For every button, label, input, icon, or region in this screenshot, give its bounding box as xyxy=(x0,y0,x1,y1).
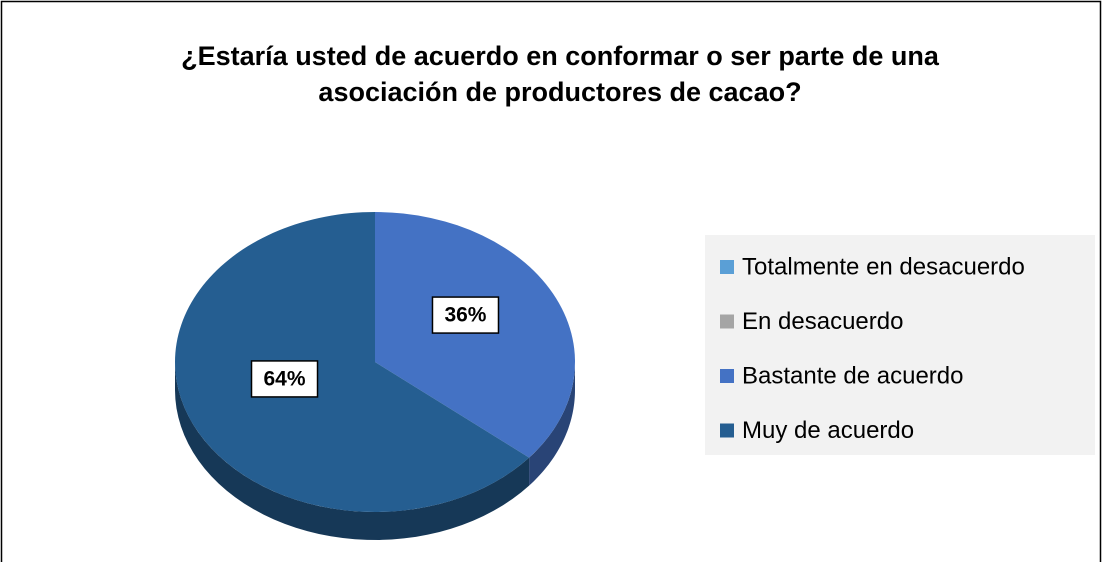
legend-box xyxy=(705,235,1095,455)
pie-side xyxy=(529,362,575,486)
data-label-box xyxy=(431,296,500,334)
data-label-box xyxy=(250,360,319,398)
pie-slice xyxy=(175,212,530,512)
legend-swatch xyxy=(720,369,734,383)
data-label: 36% xyxy=(444,304,486,327)
legend-swatch xyxy=(720,314,734,329)
data-label: 64% xyxy=(264,367,306,390)
legend-label: Bastante de acuerdo xyxy=(742,362,964,389)
pie-side xyxy=(175,362,530,540)
legend-swatch xyxy=(720,423,734,438)
legend-label: En desacuerdo xyxy=(742,308,903,335)
legend-label: Muy de acuerdo xyxy=(742,417,914,444)
legend-swatch xyxy=(720,260,734,274)
legend-label: Totalmente en desacuerdo xyxy=(742,253,1025,280)
chart-title: ¿Estaría usted de acuerdo en conformar o… xyxy=(181,41,939,107)
pie-slice xyxy=(375,212,575,458)
